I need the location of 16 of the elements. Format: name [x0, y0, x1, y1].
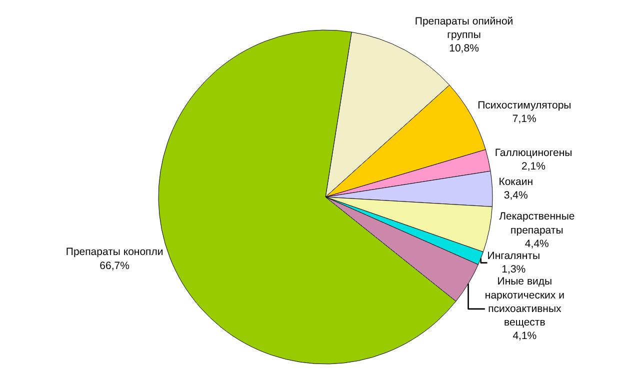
- data-label: 4,4%: [524, 238, 549, 250]
- slice-label: Кокаин: [498, 176, 534, 188]
- data-label: 66,7%: [100, 260, 130, 272]
- data-label: 2,1%: [522, 160, 546, 172]
- slice-label: Галлюциногены: [494, 146, 572, 159]
- slice-label: Психостимуляторы: [478, 99, 572, 112]
- data-label: 10,8%: [449, 42, 479, 55]
- slice-label: Препараты опийной группы: [414, 15, 514, 41]
- data-label: 4,1%: [512, 330, 537, 342]
- data-label: 3,4%: [504, 190, 528, 202]
- data-label: 1,3%: [502, 264, 526, 276]
- slice-label: Препараты конопли: [66, 246, 164, 258]
- slice-label: Ингалянты: [487, 250, 540, 262]
- slice-label: Лекарственные препараты: [499, 210, 575, 236]
- slice-label: Иные виды наркотических и психоактивных веществ: [484, 276, 565, 329]
- data-label: 7,1%: [512, 113, 536, 126]
